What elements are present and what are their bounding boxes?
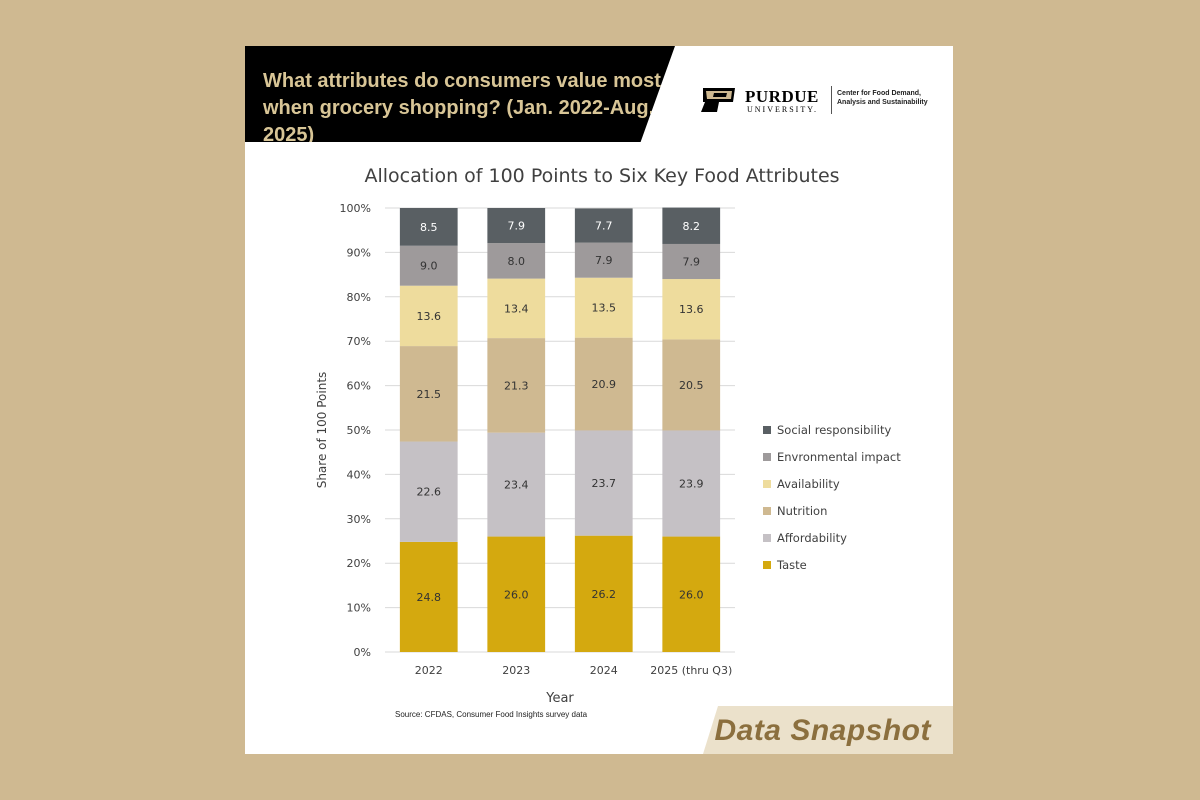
data-snapshot-label: Data Snapshot (714, 714, 931, 747)
bar-segment-social-responsibility (662, 207, 721, 244)
legend-swatch (763, 534, 771, 542)
data-label: 23.4 (504, 479, 529, 492)
y-tick-label: 60% (347, 380, 371, 393)
bar-segment-availability (487, 278, 546, 339)
y-tick-label: 0% (354, 646, 371, 659)
data-label: 20.5 (679, 379, 704, 392)
data-label: 8.0 (508, 255, 526, 268)
bar-segment-social-responsibility (399, 208, 458, 246)
y-tick-label: 20% (347, 557, 371, 570)
data-label: 13.6 (417, 310, 442, 323)
data-label: 23.9 (679, 478, 704, 491)
data-label: 13.6 (679, 303, 704, 316)
purdue-logo: PURDUE UNIVERSITY. Center for Food Deman… (697, 86, 928, 116)
x-axis-label: Year (545, 691, 574, 706)
bar-segment-affordability (487, 432, 546, 537)
y-tick-label: 70% (347, 335, 371, 348)
purdue-p-motion-icon (701, 88, 735, 112)
data-label: 20.9 (592, 378, 617, 391)
bar-segment-nutrition (399, 346, 458, 442)
data-label: 26.2 (592, 588, 617, 601)
bar-segment-taste (487, 536, 546, 652)
y-tick-label: 80% (347, 291, 371, 304)
data-label: 21.5 (417, 388, 442, 401)
data-label: 23.7 (592, 477, 617, 490)
data-label: 13.5 (592, 302, 617, 315)
brand-center: Center for Food Demand, Analysis and Sus… (837, 89, 937, 107)
bar-segment-nutrition (487, 338, 546, 433)
header-title-line1: What attributes do consumers value most (263, 70, 661, 92)
data-label: 26.0 (504, 588, 529, 601)
y-tick-label: 90% (347, 246, 371, 259)
legend-label: Taste (776, 558, 807, 572)
bar-segment-nutrition (574, 337, 633, 431)
data-label: 8.2 (683, 220, 701, 233)
legend-label: Affordability (777, 531, 847, 545)
header-title-line2: when grocery shopping? (Jan. 2022-Aug. 2… (263, 97, 655, 146)
data-label: 7.9 (683, 256, 701, 269)
bar-segment-affordability (662, 430, 721, 537)
y-tick-label: 100% (340, 202, 371, 215)
legend-label: Nutrition (777, 504, 827, 518)
bar-segment-availability (662, 279, 721, 340)
header-title: What attributes do consumers value most … (263, 68, 663, 146)
data-label: 7.9 (595, 254, 613, 267)
bar-segment-social-responsibility (487, 208, 546, 244)
bar-segment-availability (574, 277, 633, 338)
brand-center-line2: Analysis and Sustainability (837, 99, 928, 106)
bar-segment-envronmental-impact (662, 243, 721, 280)
legend-label: Social responsibility (777, 423, 891, 437)
bar-segment-affordability (574, 430, 633, 536)
bar-segment-taste (399, 541, 458, 652)
legend-swatch (763, 561, 771, 569)
brand-center-line1: Center for Food Demand, (837, 90, 922, 97)
stacked-bar-chart: Allocation of 100 Points to Six Key Food… (315, 165, 901, 706)
legend-label: Availability (777, 477, 840, 491)
data-label: 24.8 (417, 591, 442, 604)
bar-segment-taste (574, 535, 633, 652)
chart-title: Allocation of 100 Points to Six Key Food… (364, 165, 839, 187)
y-tick-label: 30% (347, 513, 371, 526)
source-note: Source: CFDAS, Consumer Food Insights su… (395, 710, 588, 719)
data-label: 21.3 (504, 379, 529, 392)
bar-segment-nutrition (662, 339, 721, 431)
y-axis-label: Share of 100 Points (315, 372, 329, 489)
legend-swatch (763, 480, 771, 488)
legend-swatch (763, 453, 771, 461)
data-label: 22.6 (417, 486, 442, 499)
brand-divider (831, 86, 832, 114)
bar-segment-social-responsibility (574, 208, 633, 243)
data-snapshot-tag: Data Snapshot (703, 706, 953, 754)
bar-segment-envronmental-impact (487, 243, 546, 279)
data-snapshot-card: What attributes do consumers value most … (245, 46, 953, 754)
bar-segment-availability (399, 285, 458, 347)
x-tick-label: 2022 (415, 664, 443, 677)
x-tick-label: 2023 (502, 664, 530, 677)
bar-segment-envronmental-impact (574, 242, 633, 278)
bar-segment-affordability (399, 441, 458, 542)
data-label: 13.4 (504, 302, 529, 315)
y-tick-label: 10% (347, 602, 371, 615)
y-tick-label: 50% (347, 424, 371, 437)
header-banner: What attributes do consumers value most … (245, 46, 675, 142)
y-tick-label: 40% (347, 468, 371, 481)
legend-swatch (763, 426, 771, 434)
data-label: 26.0 (679, 588, 704, 601)
data-label: 7.9 (508, 220, 526, 233)
bar-segment-taste (662, 536, 721, 652)
legend-label: Envronmental impact (777, 450, 901, 464)
data-label: 7.7 (595, 220, 613, 233)
x-tick-label: 2025 (thru Q3) (650, 664, 732, 677)
brand-sub: UNIVERSITY. (747, 105, 818, 114)
brand-name: PURDUE (745, 87, 819, 106)
x-tick-label: 2024 (590, 664, 618, 677)
data-label: 9.0 (420, 260, 438, 273)
bar-segment-envronmental-impact (399, 245, 458, 286)
data-label: 8.5 (420, 221, 438, 234)
legend-swatch (763, 507, 771, 515)
